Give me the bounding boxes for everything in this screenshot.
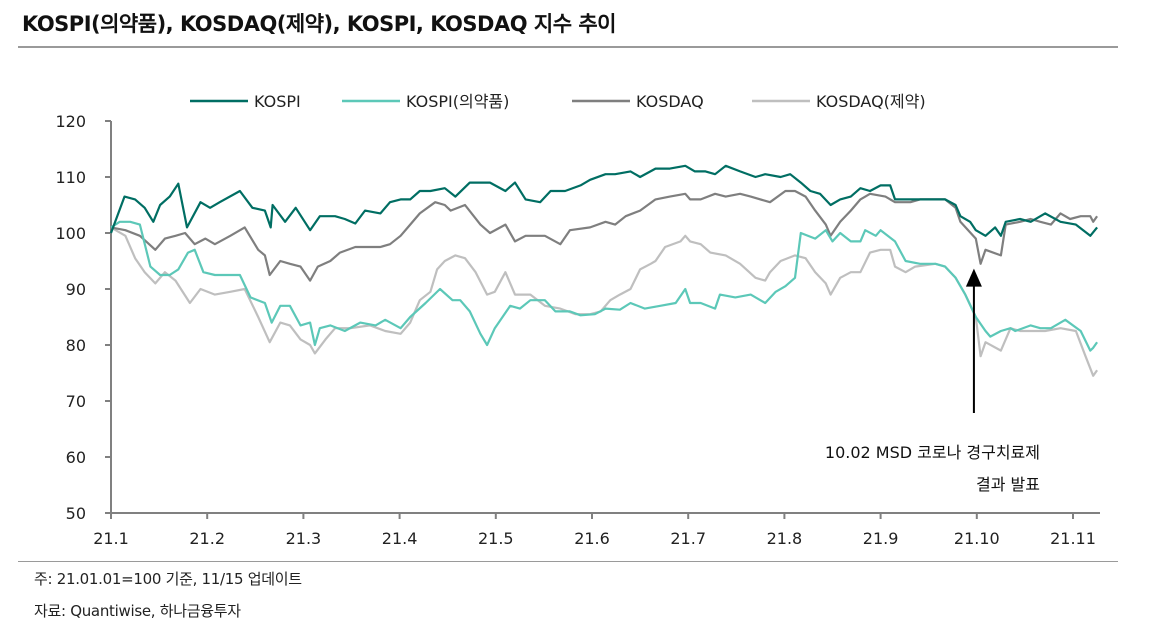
- annotation-line-1: 10.02 MSD 코로나 경구치료제: [825, 443, 1040, 462]
- annotation: 10.02 MSD 코로나 경구치료제 결과 발표: [825, 268, 1040, 494]
- x-tick-label: 21.7: [670, 529, 706, 548]
- legend-label: KOSDAQ: [636, 92, 704, 111]
- arrow-up-icon: [965, 268, 982, 287]
- legend: KOSPI KOSPI(의약품) KOSDAQ KOSDAQ(제약): [190, 92, 926, 111]
- x-tick-label: 21.3: [286, 529, 322, 548]
- series-line-1: [110, 220, 1099, 352]
- y-tick-label: 80: [66, 336, 86, 355]
- x-tick-label: 21.6: [574, 529, 610, 548]
- footnote-source: 자료: Quantiwise, 하나금융투자: [34, 602, 241, 620]
- axes: 50 60 70 80 90 100 110 120 21.1 21.2 21.3 21.4 21.5 2…: [55, 112, 1100, 548]
- series-line-2: [110, 189, 1099, 282]
- series-lines: [109, 164, 1099, 377]
- x-tick-label: 21.4: [382, 529, 418, 548]
- y-tick-label: 60: [66, 448, 86, 467]
- legend-label: KOSDAQ(제약): [816, 92, 926, 111]
- annotation-line-2: 결과 발표: [976, 475, 1040, 494]
- footnote-basis: 주: 21.01.01=100 기준, 11/15 업데이트: [34, 570, 302, 588]
- series-line-0: [109, 164, 1098, 237]
- x-tick-label: 21.5: [478, 529, 514, 548]
- y-tick-label: 90: [66, 280, 86, 299]
- x-tick-label: 21.8: [767, 529, 803, 548]
- x-tick-label: 21.9: [863, 529, 899, 548]
- y-tick-label: 120: [55, 112, 86, 131]
- y-tick-label: 70: [66, 392, 86, 411]
- y-tick-label: 110: [55, 168, 86, 187]
- footer-divider: [18, 561, 1118, 562]
- x-tick-label: 21.11: [1050, 529, 1096, 548]
- x-tick-label: 21.1: [93, 529, 129, 548]
- chart-title: KOSPI(의약품), KOSDAQ(제약), KOSPI, KOSDAQ 지수…: [22, 12, 616, 36]
- title-divider: [18, 46, 1118, 48]
- x-tick-label: 21.10: [954, 529, 1000, 548]
- y-tick-label: 50: [66, 504, 86, 523]
- x-tick-label: 21.2: [189, 529, 225, 548]
- y-tick-label: 100: [55, 224, 86, 243]
- legend-label: KOSPI(의약품): [406, 92, 509, 111]
- legend-label: KOSPI: [254, 92, 301, 111]
